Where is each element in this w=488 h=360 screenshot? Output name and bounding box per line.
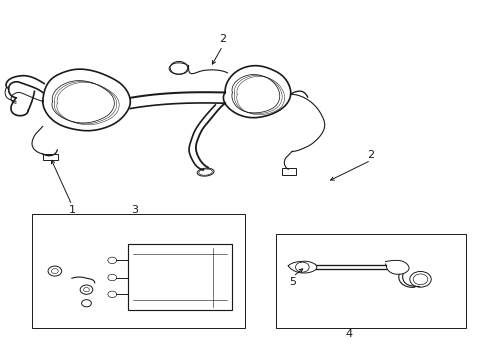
Text: 2: 2 — [219, 34, 226, 44]
Bar — [276, 234, 465, 328]
Text: 5: 5 — [289, 277, 296, 287]
Text: 3: 3 — [131, 205, 138, 215]
Text: 1: 1 — [68, 205, 75, 215]
Bar — [127, 244, 232, 310]
Bar — [31, 214, 245, 328]
Text: 2: 2 — [366, 150, 374, 160]
Bar — [282, 168, 295, 175]
Bar — [43, 154, 58, 160]
Text: 4: 4 — [345, 329, 352, 339]
